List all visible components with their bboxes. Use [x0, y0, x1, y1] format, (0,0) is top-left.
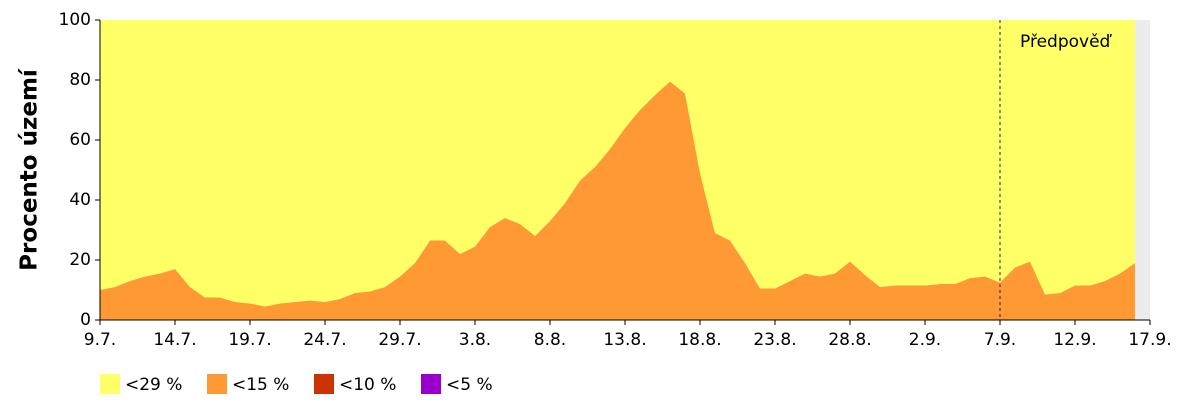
x-tick-label: 8.8. — [534, 330, 566, 350]
y-tick-label: 100 — [59, 10, 91, 30]
x-tick-label: 13.8. — [603, 330, 646, 350]
x-tick-label: 3.8. — [459, 330, 491, 350]
y-axis-label: Procento území — [17, 68, 43, 271]
x-tick-label: 14.7. — [153, 330, 196, 350]
x-tick-label: 28.8. — [828, 330, 871, 350]
x-tick-label: 23.8. — [753, 330, 796, 350]
y-tick-label: 0 — [80, 310, 91, 330]
x-tick-label: 17.9. — [1128, 330, 1171, 350]
legend-label: <5 % — [446, 375, 493, 395]
x-tick-label: 7.9. — [984, 330, 1016, 350]
legend-swatch — [421, 374, 441, 394]
y-tick-label: 40 — [69, 190, 91, 210]
x-tick-label: 24.7. — [303, 330, 346, 350]
y-tick-label: 60 — [69, 130, 91, 150]
legend-swatch — [207, 374, 227, 394]
legend-label: <10 % — [339, 375, 396, 395]
legend-swatch — [100, 374, 120, 394]
legend-label: <29 % — [125, 375, 182, 395]
x-tick-label: 2.9. — [909, 330, 941, 350]
y-tick-label: 80 — [69, 70, 91, 90]
x-tick-label: 9.7. — [84, 330, 116, 350]
legend-swatch — [314, 374, 334, 394]
x-tick-label: 18.8. — [678, 330, 721, 350]
x-tick-label: 29.7. — [378, 330, 421, 350]
annotation: Předpověď — [1020, 32, 1113, 52]
y-tick-label: 20 — [69, 250, 91, 270]
x-tick-label: 12.9. — [1053, 330, 1096, 350]
legend-label: <15 % — [232, 375, 289, 395]
x-tick-label: 19.7. — [228, 330, 271, 350]
area — [100, 81, 1135, 320]
area — [100, 20, 1135, 307]
